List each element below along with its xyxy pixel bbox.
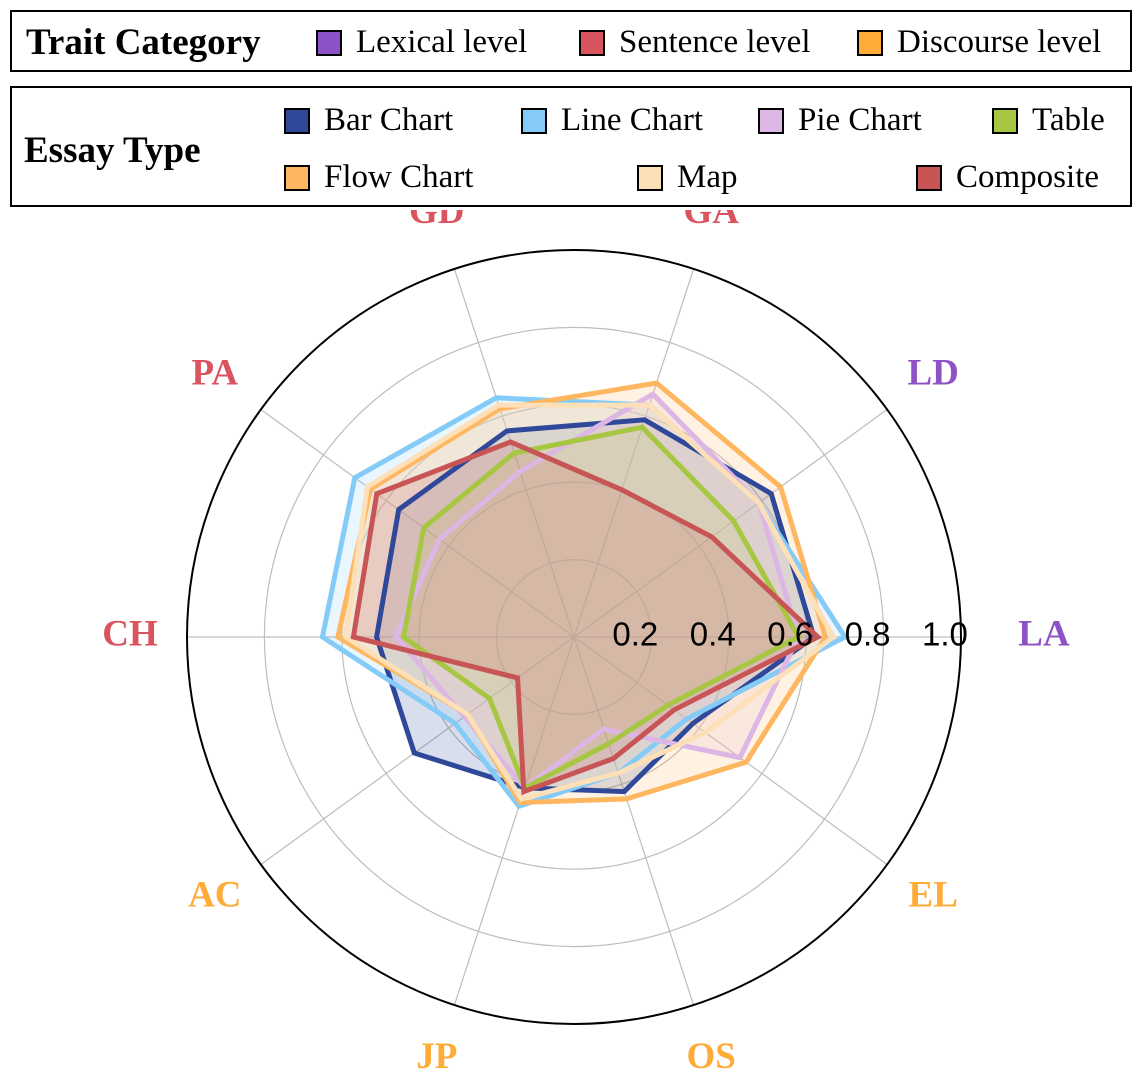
series-line <box>335 380 829 806</box>
axis-label: LD <box>908 353 959 394</box>
radial-tick-label: 0.2 <box>612 616 658 653</box>
legend-swatch <box>284 107 310 134</box>
legend-item-line-chart: Line Chart <box>521 102 703 139</box>
legend-swatch <box>916 164 942 191</box>
legend-label: Composite <box>956 159 1100 195</box>
series-fill <box>345 405 834 799</box>
legend-label: Pie Chart <box>798 102 922 138</box>
essay-type-legend: Essay Type Bar Chart Line Chart Pie Char… <box>10 86 1132 207</box>
legend-label: Table <box>1032 102 1105 138</box>
axis-spoke <box>260 409 575 638</box>
legend-label: Flow Chart <box>324 159 474 195</box>
axis-spoke <box>573 636 888 865</box>
axis-label: AC <box>188 874 241 915</box>
axis-label: JP <box>416 1036 457 1077</box>
axis-label: PA <box>192 353 239 394</box>
radar-chart: 0.2 0.4 0.6 0.8 1.0 LA LD GA GD PA CH AC JP OS EL <box>102 210 1070 1077</box>
legend-label: Bar Chart <box>324 102 454 138</box>
series-line <box>374 417 817 795</box>
legend-label: Discourse level <box>897 24 1102 60</box>
axis-label: OS <box>687 1036 736 1077</box>
trait-category-legend: Trait Category Lexical level Sentence le… <box>10 10 1132 72</box>
legend-item-discourse: Discourse level <box>857 24 1101 61</box>
series-line <box>393 390 802 792</box>
legend-swatch <box>637 164 663 191</box>
axis-spoke <box>260 636 575 865</box>
legend-swatch <box>284 164 310 191</box>
legend-swatch <box>579 29 605 56</box>
series-line <box>400 424 802 792</box>
radial-tick-label: 1.0 <box>922 616 968 653</box>
axis-label: GD <box>409 210 465 232</box>
legend-item-bar-chart: Bar Chart <box>284 102 453 139</box>
legend-swatch <box>521 107 547 134</box>
legend-label: Map <box>677 159 738 195</box>
legend-label: Lexical level <box>356 24 528 60</box>
legend-label: Sentence level <box>619 24 811 60</box>
radial-tick-label: 0.8 <box>845 616 891 653</box>
radial-tick-label: 0.6 <box>767 616 813 653</box>
axis-label: EL <box>909 874 958 915</box>
axis-spoke <box>573 268 695 638</box>
legend-swatch <box>316 29 342 56</box>
radial-tick-label: 0.4 <box>690 616 736 653</box>
axis-label: GA <box>683 210 739 232</box>
outer-frame <box>186 249 962 1025</box>
axis-label: LA <box>1018 613 1070 654</box>
legend-item-flow-chart: Flow Chart <box>284 159 473 196</box>
series-line <box>342 402 837 802</box>
series-fill <box>403 427 799 788</box>
legend-item-lexical: Lexical level <box>316 24 527 61</box>
legend-item-pie-chart: Pie Chart <box>758 102 922 139</box>
legend-item-composite: Composite <box>916 159 1099 196</box>
axis-spoke <box>573 409 888 638</box>
essay-type-legend-title: Essay Type <box>24 130 201 171</box>
legend-item-map: Map <box>637 159 738 196</box>
axis-spoke <box>453 636 575 1006</box>
legend-swatch <box>857 29 883 56</box>
axis-spoke <box>573 636 695 1006</box>
legend-swatch <box>758 107 784 134</box>
legend-item-table: Table <box>992 102 1105 139</box>
trait-category-legend-title: Trait Category <box>26 22 261 63</box>
axis-label: CH <box>102 613 158 654</box>
legend-swatch <box>992 107 1018 134</box>
legend-label: Line Chart <box>561 102 704 138</box>
legend-item-sentence: Sentence level <box>579 24 811 61</box>
series-fill <box>353 441 818 792</box>
series-line <box>350 439 823 796</box>
